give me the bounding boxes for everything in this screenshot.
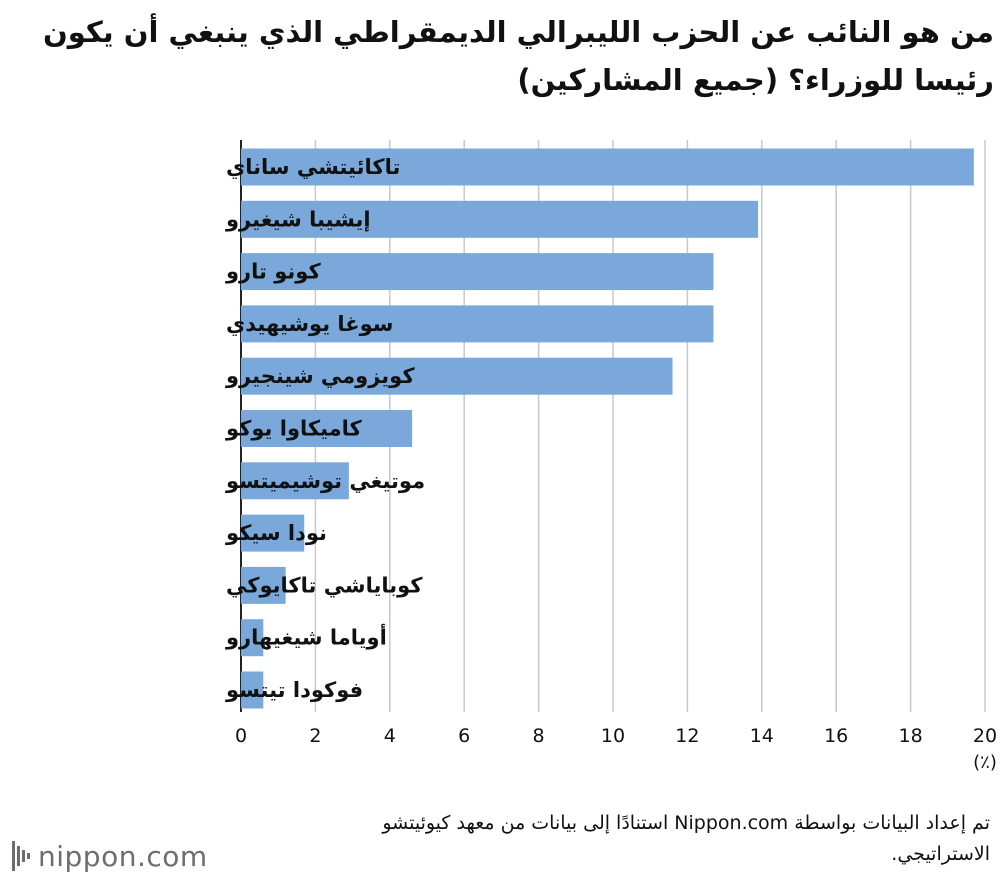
bar — [241, 305, 714, 343]
nippon-logo-mark-icon — [12, 841, 30, 871]
x-tick-label: 18 — [899, 725, 923, 747]
bar — [241, 253, 714, 291]
source-note: تم إعداد البيانات بواسطة Nippon.com استن… — [382, 812, 990, 865]
category-label: إيشيبا شيغيرو — [225, 207, 371, 231]
x-tick-label: 6 — [458, 725, 470, 747]
bars — [241, 148, 974, 709]
bar — [241, 148, 974, 186]
x-tick-label: 2 — [309, 725, 321, 747]
category-label: موتيغي توشيميتسو — [225, 469, 425, 493]
bar — [241, 200, 759, 238]
category-label: فوكودا تيتسو — [225, 678, 363, 702]
x-tick-label: 12 — [675, 725, 699, 747]
bar-chart: تاكائيتشي ساناي إيشيبا شيغيرو كونو تارو سوغ… — [225, 140, 997, 773]
bar — [241, 357, 673, 395]
category-label: كاميكاوا يوكو — [225, 417, 363, 441]
chart-title: من هو النائب عن الحزب الليبرالي الديمقرا… — [42, 15, 994, 97]
bar — [241, 462, 349, 500]
bar — [241, 514, 305, 552]
bar — [241, 671, 264, 709]
nippon-logo: nippon.com — [12, 838, 208, 874]
category-labels: تاكائيتشي ساناي إيشيبا شيغيرو كونو تارو سوغ… — [225, 155, 425, 702]
x-tick-label: 0 — [235, 725, 247, 747]
x-tick-label: 16 — [824, 725, 848, 747]
logo-text: nippon.com — [38, 839, 208, 873]
category-label: كويزومي شينجيرو — [225, 364, 415, 388]
bar — [241, 410, 413, 447]
bar — [241, 619, 264, 657]
category-label: أوياما شيغيهارو — [225, 623, 387, 650]
x-tick-labels: 0 2 4 6 8 10 12 14 16 18 20 — [235, 725, 997, 747]
x-tick-label: 8 — [533, 725, 545, 747]
x-tick-label: 4 — [384, 725, 396, 747]
x-tick-label: 14 — [750, 725, 774, 747]
category-label: نودا سيكو — [225, 521, 327, 545]
x-tick-label: 20 — [973, 725, 997, 747]
category-label: كوباياشي تاكايوكي — [226, 573, 423, 597]
x-tick-label: 10 — [601, 725, 625, 747]
category-label: كونو تارو — [225, 260, 321, 284]
category-label: تاكائيتشي ساناي — [226, 155, 400, 180]
category-label: سوغا يوشيهيدي — [226, 312, 393, 337]
bar — [241, 566, 286, 604]
x-unit-label: (٪) — [973, 752, 997, 773]
